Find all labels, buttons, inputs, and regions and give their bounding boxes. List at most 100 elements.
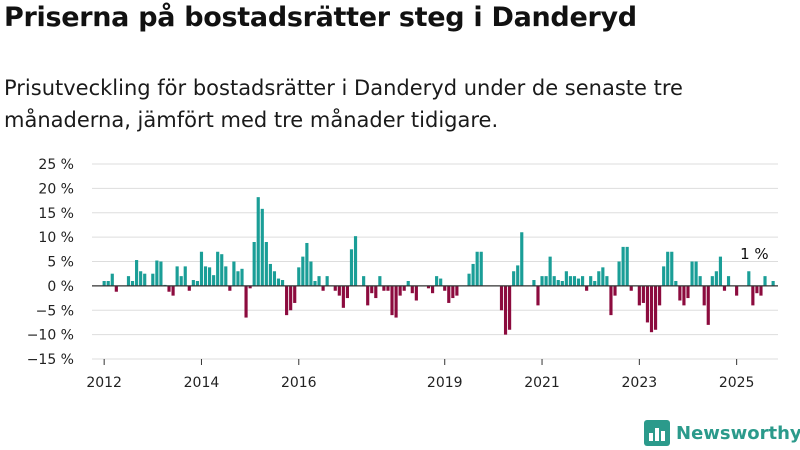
bar	[276, 278, 281, 286]
bar	[135, 260, 139, 286]
bar	[572, 276, 577, 286]
bar	[585, 285, 589, 291]
bar	[552, 276, 556, 286]
bar	[232, 261, 236, 286]
bar	[467, 273, 471, 286]
bar	[544, 276, 548, 286]
bar	[475, 251, 479, 286]
bar	[443, 285, 447, 291]
bar	[601, 267, 605, 286]
bar	[735, 285, 739, 296]
bar	[609, 285, 613, 316]
bar	[560, 281, 564, 286]
x-tick-label: 2025	[719, 375, 755, 391]
bar	[224, 266, 228, 286]
bar	[240, 268, 244, 286]
bar	[536, 285, 540, 306]
bar	[341, 285, 345, 308]
bar	[248, 285, 252, 289]
bar	[313, 281, 317, 286]
bar	[325, 276, 329, 286]
bar	[605, 276, 609, 286]
bar	[751, 285, 755, 306]
bar	[386, 285, 390, 291]
bar	[702, 285, 706, 306]
bar	[398, 285, 402, 296]
bar	[576, 278, 581, 286]
bar	[374, 285, 378, 299]
bar	[447, 285, 451, 303]
page-title: Priserna på bostadsrätter steg i Dandery…	[4, 2, 637, 33]
bar	[406, 281, 410, 286]
bar	[548, 256, 552, 286]
bar	[285, 285, 289, 316]
bar	[540, 276, 544, 286]
bar	[645, 285, 650, 323]
y-tick-label: 25 %	[38, 157, 74, 173]
bar	[402, 285, 406, 291]
bar	[195, 281, 199, 286]
bar	[722, 285, 727, 291]
bar	[503, 285, 508, 335]
bar	[337, 285, 341, 296]
bar	[568, 276, 572, 286]
chart-axes	[92, 285, 778, 365]
bar	[471, 263, 475, 286]
bar	[589, 276, 593, 286]
bar	[556, 280, 560, 286]
bar	[268, 263, 272, 286]
page-subtitle: Prisutveckling för bostadsrätter i Dande…	[4, 76, 683, 132]
bar	[155, 260, 159, 286]
bar	[301, 256, 305, 286]
bar	[126, 276, 131, 286]
bar	[718, 256, 723, 286]
bar	[625, 246, 629, 286]
y-tick-label: 10 %	[38, 230, 74, 246]
bar	[394, 285, 398, 318]
bar	[321, 285, 325, 291]
bar	[430, 285, 435, 294]
bar	[629, 285, 633, 291]
bar	[690, 261, 694, 286]
bar	[390, 285, 394, 316]
bar	[171, 285, 175, 296]
bar	[479, 251, 483, 286]
x-tick-label: 2021	[524, 375, 560, 391]
bar	[414, 285, 418, 301]
bar	[763, 276, 767, 286]
bar	[593, 281, 597, 286]
y-tick-label: 20 %	[38, 181, 74, 197]
bar	[236, 271, 240, 286]
bar	[755, 285, 759, 294]
y-tick-label: −10 %	[27, 328, 74, 344]
bar	[317, 276, 321, 286]
bar	[686, 285, 690, 299]
bar	[203, 266, 208, 286]
bar	[649, 285, 654, 333]
bar	[252, 242, 256, 286]
newsworthy-logo-icon	[644, 420, 670, 446]
bar	[179, 276, 183, 286]
bar	[220, 254, 224, 286]
bar	[378, 276, 382, 286]
x-tick-label: 2012	[86, 375, 122, 391]
bar	[208, 267, 212, 286]
bar	[666, 251, 670, 286]
bar	[272, 271, 277, 286]
bar	[706, 285, 710, 325]
x-tick-label: 2014	[184, 375, 220, 391]
bar	[305, 242, 309, 286]
bar	[345, 285, 349, 299]
bar	[564, 271, 568, 286]
bar	[520, 232, 524, 286]
bar	[256, 197, 260, 286]
bar	[439, 278, 443, 286]
bar	[228, 285, 232, 291]
bar	[613, 285, 617, 296]
bar	[694, 261, 698, 286]
bar	[435, 276, 439, 286]
bar	[309, 261, 313, 286]
bar	[159, 261, 163, 286]
bar	[759, 285, 763, 296]
